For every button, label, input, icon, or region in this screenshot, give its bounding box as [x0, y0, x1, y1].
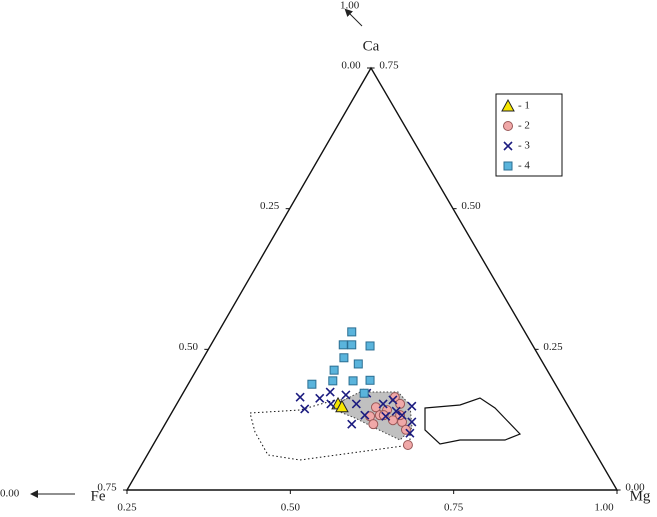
point: [351, 399, 361, 409]
left-tick-label: 0.00: [341, 60, 361, 72]
point: [368, 419, 379, 430]
point: [347, 340, 357, 350]
point: [388, 395, 398, 405]
left-tick-label: 0.50: [179, 341, 199, 353]
point: [338, 340, 348, 350]
x-tick-label: 0.25: [117, 502, 137, 514]
point: [348, 376, 358, 386]
x-tick-label: 1.00: [594, 502, 614, 514]
point: [300, 404, 310, 414]
solid-field: [424, 397, 522, 445]
point: [360, 410, 370, 420]
point: [359, 388, 369, 398]
point: [407, 401, 417, 411]
legend-marker: [501, 98, 515, 112]
point: [328, 376, 338, 386]
point: [353, 359, 363, 369]
point: [405, 428, 415, 438]
legend-marker: [503, 141, 513, 151]
right-tick-label: 0.50: [461, 200, 481, 212]
point: [365, 341, 375, 351]
corner-label: Fe: [91, 488, 106, 504]
legend-label: - 4: [518, 160, 530, 172]
point: [378, 399, 388, 409]
point: [325, 387, 335, 397]
point: [307, 379, 317, 389]
left-tick-label: 0.25: [260, 200, 280, 212]
point: [329, 365, 339, 375]
point: [326, 399, 336, 409]
arrow-label: 1.00: [340, 0, 360, 12]
triangle-frame: [125, 66, 619, 491]
point: [391, 406, 401, 416]
point: [381, 411, 391, 421]
point: [347, 327, 357, 337]
arrow-label: 0.00: [0, 488, 20, 500]
legend-label: - 1: [518, 100, 530, 112]
point: [365, 375, 375, 385]
point: [339, 353, 349, 363]
legend-label: - 2: [518, 120, 530, 132]
right-tick-label: 0.75: [379, 60, 399, 72]
point: [347, 419, 357, 429]
x-tick-label: 0.75: [444, 502, 464, 514]
top-arrow: [344, 8, 363, 27]
right-tick-label: 0.25: [543, 341, 563, 353]
left-tick-label: 0.75: [97, 482, 117, 494]
point: [397, 410, 407, 420]
point: [402, 439, 413, 450]
legend-marker: [503, 161, 513, 171]
point: [407, 417, 417, 427]
point: [315, 393, 325, 403]
point: [335, 399, 349, 413]
legend-label: - 3: [518, 140, 530, 152]
legend-marker: [503, 121, 513, 131]
point: [341, 390, 351, 400]
corner-label: Mg: [630, 488, 651, 504]
right-tick-label: 0.00: [625, 482, 645, 494]
point: [295, 392, 305, 402]
x-tick-label: 0.50: [281, 502, 301, 514]
corner-label: Ca: [363, 38, 380, 54]
